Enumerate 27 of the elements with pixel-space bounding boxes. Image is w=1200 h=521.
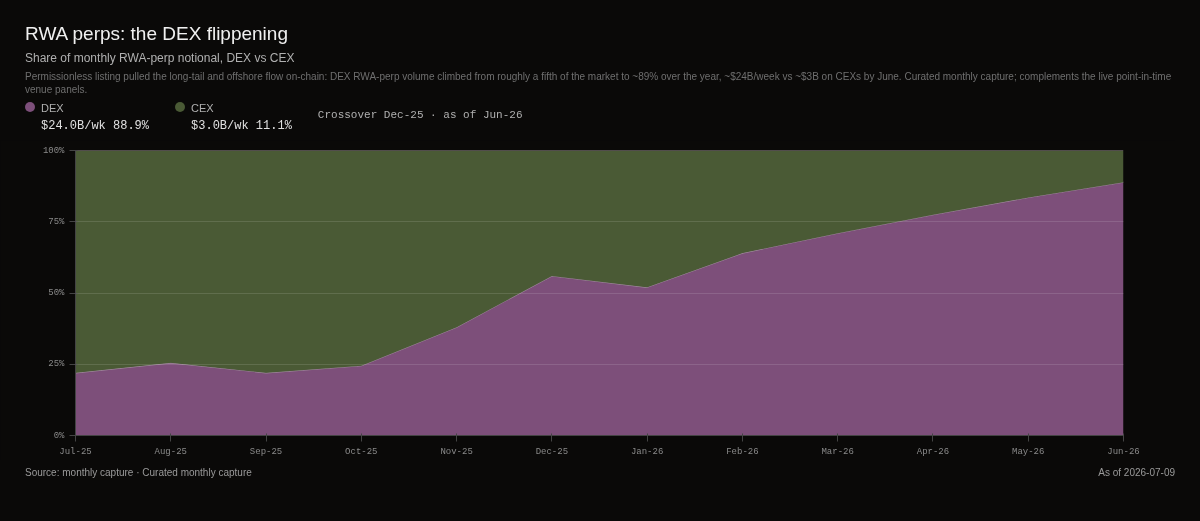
legend-label: CEX xyxy=(191,102,214,115)
chart-subtitle: Share of monthly RWA-perp notional, DEX vs CEX xyxy=(25,50,295,67)
y-tick-label: 75% xyxy=(48,216,66,227)
y-tick-label: 25% xyxy=(48,358,66,369)
y-tick-label: 50% xyxy=(48,287,66,298)
y-tick-label: 0% xyxy=(53,430,66,441)
x-tick-label: Feb-26 xyxy=(726,446,759,457)
text: Crossover Dec-25 · as of Jun-26 xyxy=(317,108,523,124)
x-tick-label: Mar-26 xyxy=(821,446,854,457)
y-tick-label: 100% xyxy=(42,145,66,156)
x-tick-label: Dec-25 xyxy=(535,446,569,457)
text: $3.0B/wk 11.1% xyxy=(191,119,292,134)
x-tick-label: Sep-25 xyxy=(249,446,283,457)
chart-title: RWA perps: the DEX flippening xyxy=(25,22,288,46)
x-tick-label: Jul-25 xyxy=(59,446,92,457)
x-tick-label: Apr-26 xyxy=(916,446,950,457)
text: As of 2026-07-09 xyxy=(1098,465,1175,480)
source-note: Source: monthly capture · Curated monthly capture xyxy=(25,465,252,480)
x-tick-label: May-26 xyxy=(1012,446,1045,457)
x-tick-label: Jun-26 xyxy=(1107,446,1140,457)
x-tick-label: Aug-25 xyxy=(154,446,187,457)
legend-label: DEX xyxy=(41,102,64,115)
x-tick-label: Oct-25 xyxy=(345,446,378,457)
x-tick-label: Nov-25 xyxy=(440,446,473,457)
x-tick-label: Jan-26 xyxy=(630,446,664,457)
text: Permissionless listing pulled the long-tail and offshore flow on-chain: DEX RWA-perp volume climbed from roughly a fifth of the market to ~89% over the year, ~$24B/week vs ~$3B on CEXs by June. Curated monthly capture; complements the live point-in-time venue panels. xyxy=(25,70,1173,97)
text: $24.0B/wk 88.9% xyxy=(41,119,150,134)
